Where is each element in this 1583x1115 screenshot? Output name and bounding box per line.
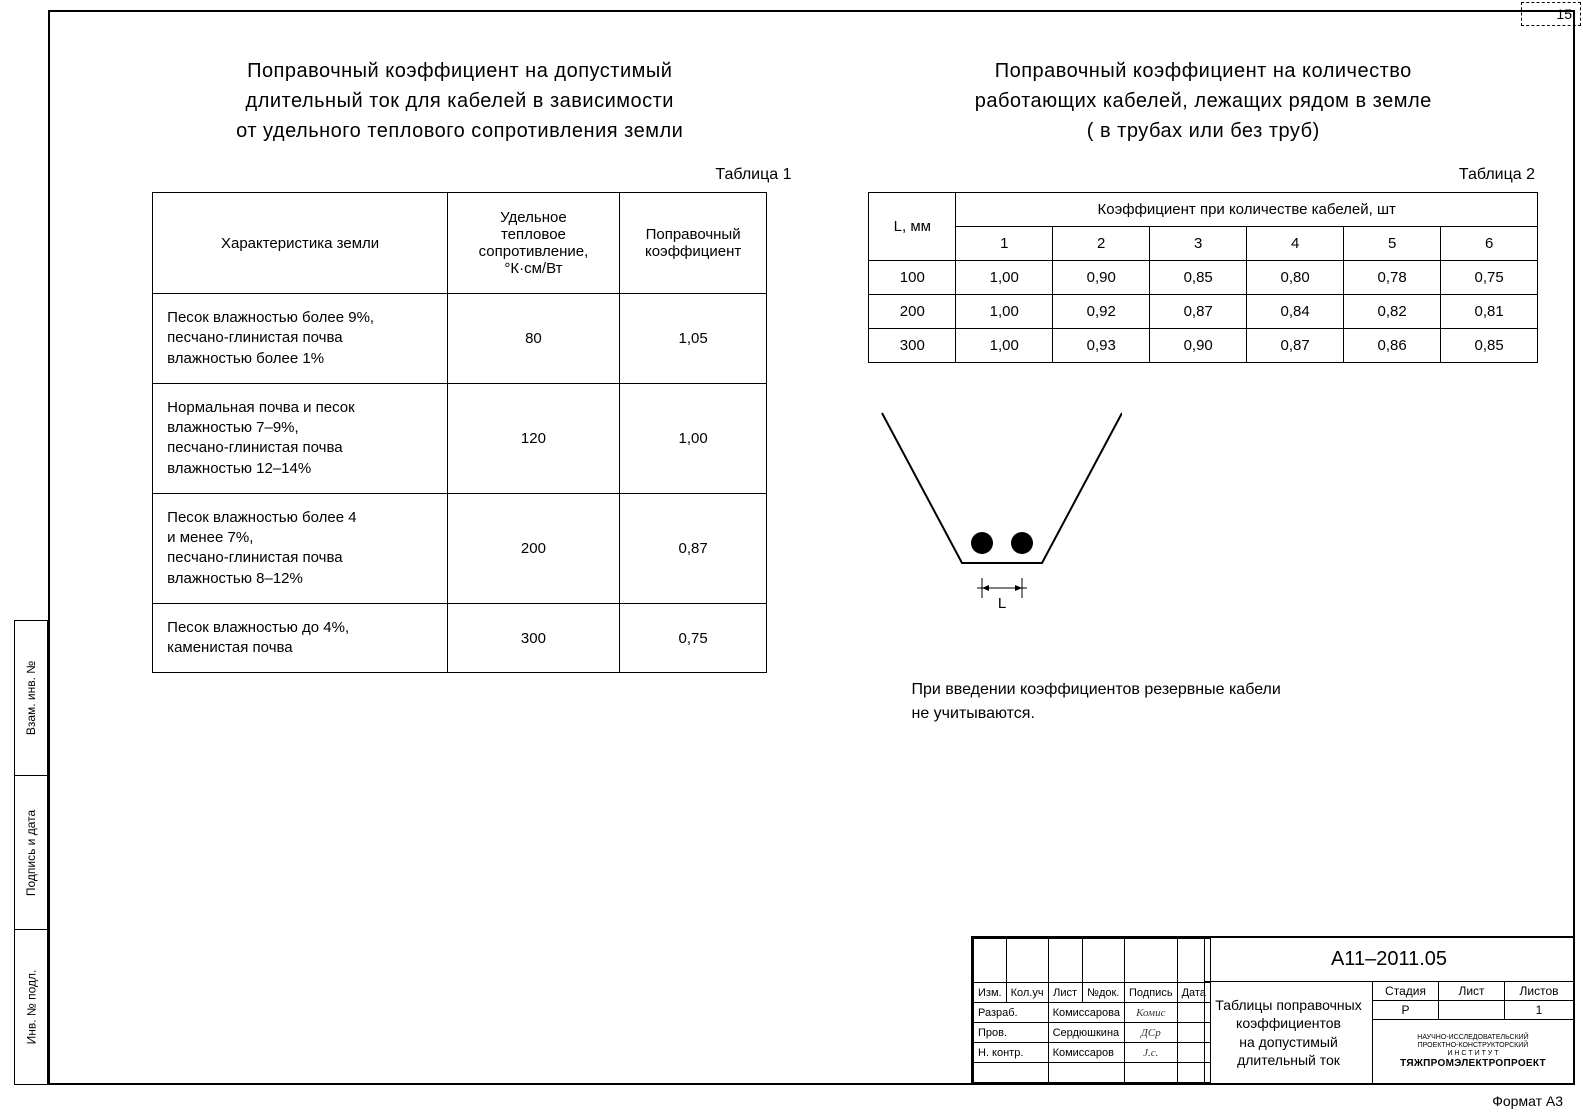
binding-strip: Взам. инв. № Подпись и дата Инв. № подл. <box>14 620 48 1085</box>
table-row: Песок влажностью до 4%, каменистая почва… <box>153 603 767 673</box>
t1-h2: Удельное тепловое сопротивление, °К·см/В… <box>447 193 619 294</box>
table-row: 100 1,00 0,90 0,85 0,80 0,78 0,75 <box>869 261 1538 295</box>
binding-label-3: Инв. № подл. <box>24 970 38 1045</box>
table-row: Песок влажностью более 9%, песчано-глини… <box>153 294 767 384</box>
title-block: Изм. Кол.уч Лист №док. Подпись Дата Разр… <box>971 936 1573 1083</box>
table-row: Нормальная почва и песок влажностью 7–9%… <box>153 383 767 493</box>
right-column: Поправочный коэффициент на количество ра… <box>862 42 1546 833</box>
table-row: 300 1,00 0,93 0,90 0,87 0,86 0,85 <box>869 329 1538 363</box>
t1-h1: Характеристика земли <box>153 193 448 294</box>
footnote: При введении коэффициентов резервные каб… <box>912 678 1546 726</box>
org-block: НАУЧНО-ИССЛЕДОВАТЕЛЬСКИЙ ПРОЕКТНО-КОНСТР… <box>1373 1020 1573 1083</box>
content-area: Поправочный коэффициент на допустимый дл… <box>118 42 1545 833</box>
table-row: Песок влажностью более 4 и менее 7%, пес… <box>153 493 767 603</box>
t2-hL: L, мм <box>869 193 956 261</box>
right-title: Поправочный коэффициент на количество ра… <box>882 56 1526 146</box>
t2-hspan: Коэффициент при количестве кабелей, шт <box>956 193 1538 227</box>
t1-body: Песок влажностью более 9%, песчано-глини… <box>153 294 767 673</box>
drawing-frame: Поправочный коэффициент на допустимый дл… <box>48 10 1575 1085</box>
t1-h3: Поправочный коэффициент <box>619 193 766 294</box>
table2-label: Таблица 2 <box>862 166 1536 184</box>
left-title: Поправочный коэффициент на допустимый дл… <box>138 56 782 146</box>
binding-label-2: Подпись и дата <box>24 809 38 895</box>
format-label: Формат А3 <box>1492 1093 1563 1109</box>
drawing-sheet: 15 Взам. инв. № Подпись и дата Инв. № по… <box>0 0 1583 1115</box>
trench-diagram: L <box>862 393 1122 633</box>
left-column: Поправочный коэффициент на допустимый дл… <box>118 42 802 833</box>
dim-label-L: L <box>997 595 1005 612</box>
table2: L, мм Коэффициент при количестве кабелей… <box>868 192 1538 363</box>
drawing-code: А11–2011.05 <box>1205 938 1573 982</box>
table1-label: Таблица 1 <box>118 166 792 184</box>
table-row: 200 1,00 0,92 0,87 0,84 0,82 0,81 <box>869 295 1538 329</box>
revision-table: Изм. Кол.уч Лист №док. Подпись Дата Разр… <box>973 938 1205 1083</box>
drawing-description: Таблицы поправочных коэффициентов на доп… <box>1205 982 1373 1083</box>
table1: Характеристика земли Удельное тепловое с… <box>152 192 767 673</box>
binding-label-1: Взам. инв. № <box>24 661 38 735</box>
